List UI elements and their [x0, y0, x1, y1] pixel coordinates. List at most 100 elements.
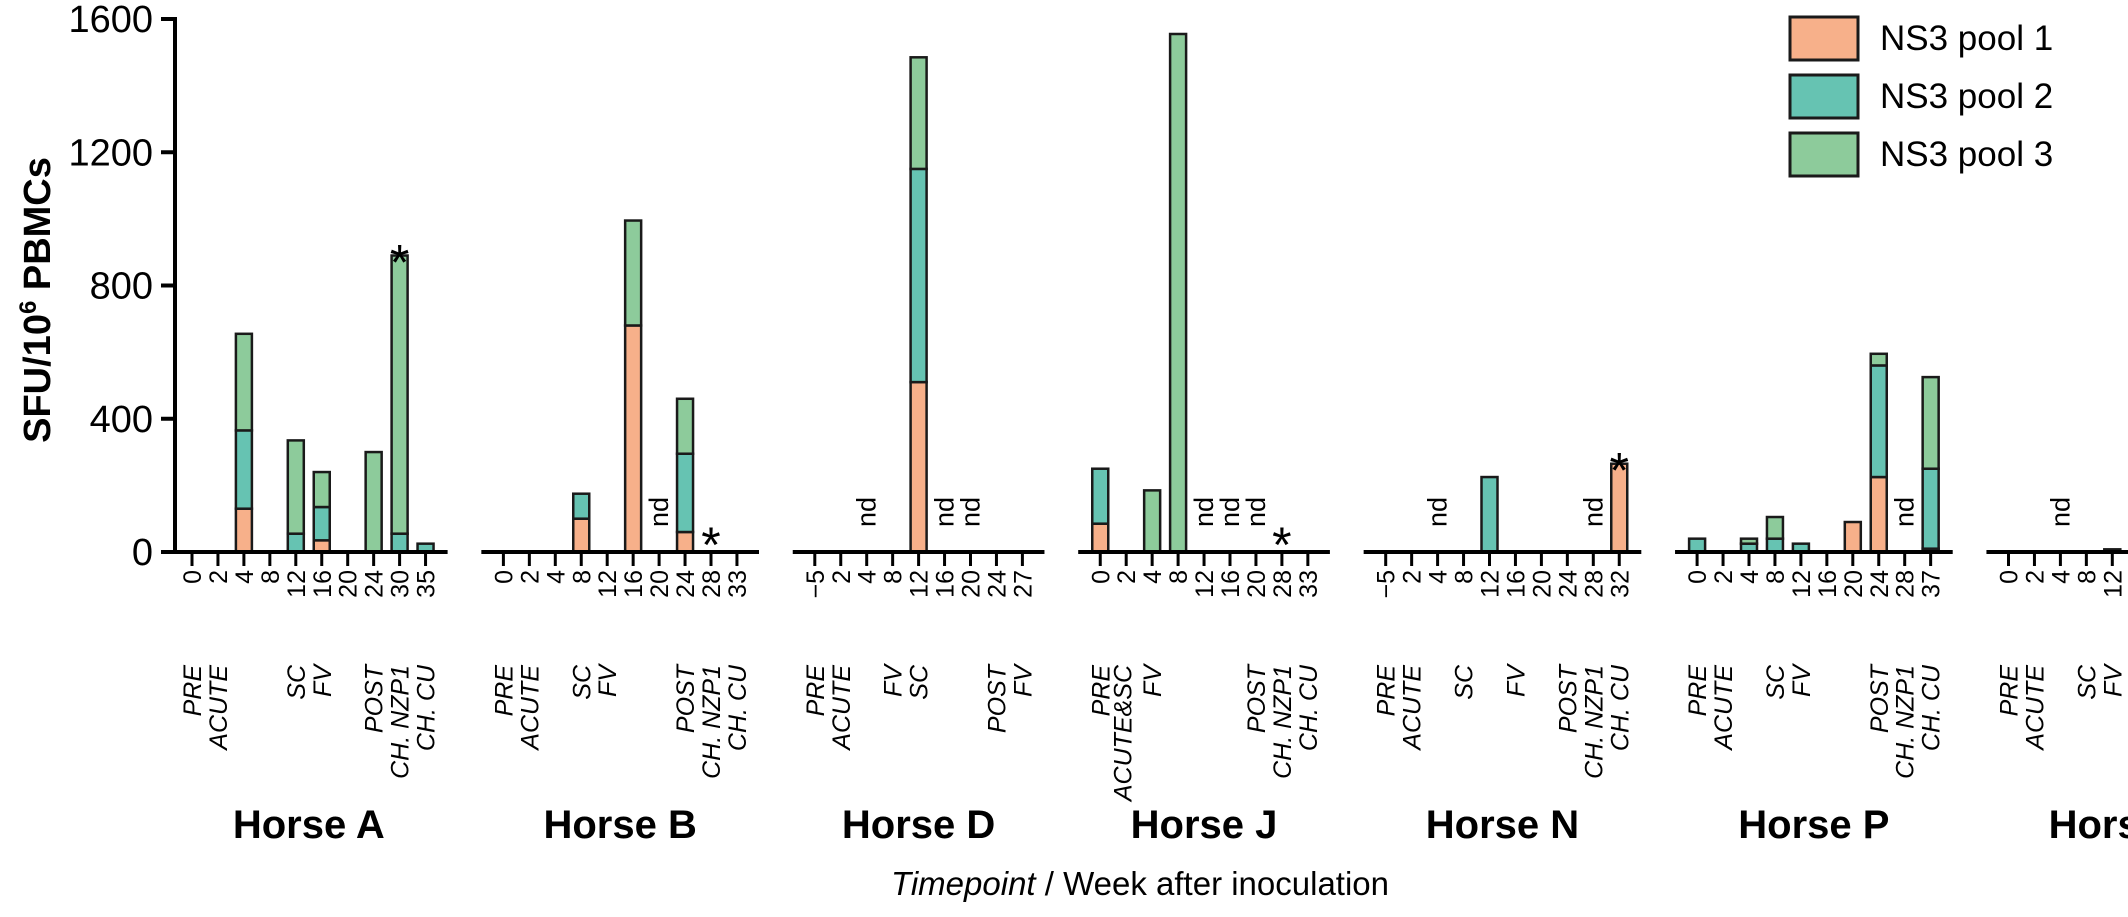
bar-segment-ns3-pool-2 — [572, 492, 591, 520]
bar-segment-ns3-pool-3 — [390, 254, 409, 535]
week-label: 4 — [231, 570, 259, 584]
nd-label: nd — [1189, 497, 1219, 527]
week-label: 20 — [335, 570, 363, 598]
week-label: 4 — [1736, 570, 1764, 584]
phase-label: CH. CU — [724, 664, 752, 751]
phase-label: PRE — [1087, 665, 1115, 717]
phase-label: PRE — [1996, 665, 2024, 717]
phase-label: PRE — [1684, 665, 1712, 717]
phase-label: POST — [361, 663, 389, 733]
phase-label: CH. CU — [1606, 664, 1634, 751]
week-label: 8 — [1762, 570, 1790, 584]
phase-label: CH. CU — [1295, 664, 1323, 751]
bar-segment-ns3-pool-2 — [286, 532, 306, 554]
phase-label: FV — [2099, 663, 2127, 697]
week-label: 20 — [1528, 570, 1556, 598]
week-label: 28 — [1580, 570, 1608, 598]
week-label: 0 — [1684, 570, 1712, 584]
phase-label: CH. CU — [1918, 664, 1946, 751]
week-label: 32 — [1606, 570, 1634, 598]
legend-label: NS3 pool 1 — [1880, 19, 2053, 58]
week-label: 0 — [1087, 570, 1115, 584]
nd-label: nd — [930, 497, 960, 527]
bar-segment-ns3-pool-2 — [1869, 364, 1888, 479]
group-horse-p: nd* — [1687, 352, 1940, 573]
bar-segment-ns3-pool-1 — [1869, 475, 1888, 554]
week-label: 16 — [309, 570, 337, 598]
week-label: 28 — [1892, 570, 1920, 598]
bar-segment-ns3-pool-3 — [286, 439, 306, 535]
week-label: 20 — [646, 570, 674, 598]
nd-label: nd — [956, 497, 986, 527]
week-label: 24 — [672, 570, 700, 598]
week-label: 12 — [594, 570, 622, 598]
bar-segment-ns3-pool-2 — [909, 167, 928, 384]
phase-label: CH. NZP1 — [1892, 665, 1920, 779]
week-label: 12 — [283, 570, 311, 598]
horse-label: Horse A — [233, 803, 385, 847]
bar-segment-ns3-pool-1 — [572, 517, 591, 554]
week-label: 2 — [516, 570, 544, 584]
phase-label: PRE — [490, 665, 518, 717]
week-label: 28 — [1269, 570, 1297, 598]
phase-label: POST — [983, 663, 1011, 733]
week-label: 0 — [1996, 570, 2024, 584]
phase-label: SC — [1762, 664, 1790, 700]
y-axis: 0 400 800 1200 1600 — [68, 0, 177, 574]
bar-segment-ns3-pool-3 — [1142, 489, 1162, 554]
bar-segment-ns3-pool-3 — [312, 470, 331, 509]
legend: NS3 pool 1 NS3 pool 2 NS3 pool 3 — [1788, 15, 2053, 178]
bar-segment-ns3-pool-2 — [1480, 475, 1499, 554]
phase-label: FV — [1788, 663, 1816, 697]
bar-segment-ns3-pool-2 — [234, 429, 254, 510]
week-label: 20 — [1840, 570, 1868, 598]
week-label: 8 — [1451, 570, 1479, 584]
phase-label: POST — [672, 663, 700, 733]
week-label: 16 — [932, 570, 960, 598]
phase-label: CH. NZP1 — [387, 665, 415, 779]
nd-label: nd — [1890, 497, 1920, 527]
bar-segment-ns3-pool-1 — [1091, 522, 1110, 554]
phase-label: SC — [568, 664, 596, 700]
phase-label: POST — [1866, 663, 1894, 733]
week-label: 8 — [2073, 570, 2101, 584]
legend-label: NS3 pool 3 — [1880, 135, 2053, 174]
phase-label: ACUTE — [828, 665, 856, 752]
bar-segment-ns3-pool-1 — [234, 507, 254, 554]
group-horse-b: nd * — [572, 219, 721, 573]
bar-segment-ns3-pool-3 — [1739, 537, 1759, 545]
phase-label: ACUTE — [2021, 665, 2049, 752]
nd-label: nd — [2045, 497, 2075, 527]
significance-star: * — [390, 235, 409, 291]
week-label: 27 — [1009, 570, 1037, 598]
group-horse-n: nd nd* — [1423, 443, 1629, 554]
week-label: 33 — [1295, 570, 1323, 598]
phase-label: PRE — [179, 665, 207, 717]
bar-segment-ns3-pool-1 — [909, 380, 928, 554]
legend-swatch — [1788, 131, 1860, 178]
phase-label: PRE — [802, 665, 830, 717]
bar-segment-ns3-pool-3 — [623, 219, 643, 327]
week-label: 20 — [1243, 570, 1271, 598]
bar-segment-ns3-pool-3 — [1869, 352, 1888, 367]
y-tick-label: 1600 — [68, 0, 153, 41]
week-label: 16 — [2125, 570, 2128, 598]
week-label: 35 — [413, 570, 441, 598]
week-label: 12 — [2099, 570, 2127, 598]
week-label: 4 — [2047, 570, 2075, 584]
bar-segment-ns3-pool-2 — [1091, 467, 1110, 525]
week-label: −5 — [802, 570, 830, 599]
phase-label: POST — [1554, 663, 1582, 733]
week-label: 16 — [620, 570, 648, 598]
phase-label: SC — [1451, 664, 1479, 700]
phase-label: SC — [283, 664, 311, 700]
phase-label: POST — [1243, 663, 1271, 733]
horse-label: Horse N — [1426, 803, 1579, 847]
week-label: 30 — [387, 570, 415, 598]
week-label: 2 — [2021, 570, 2049, 584]
bar-segment-ns3-pool-1 — [623, 324, 643, 554]
phase-label: CH. NZP1 — [1269, 665, 1297, 779]
phase-label: ACUTE&SC — [1109, 664, 1137, 803]
